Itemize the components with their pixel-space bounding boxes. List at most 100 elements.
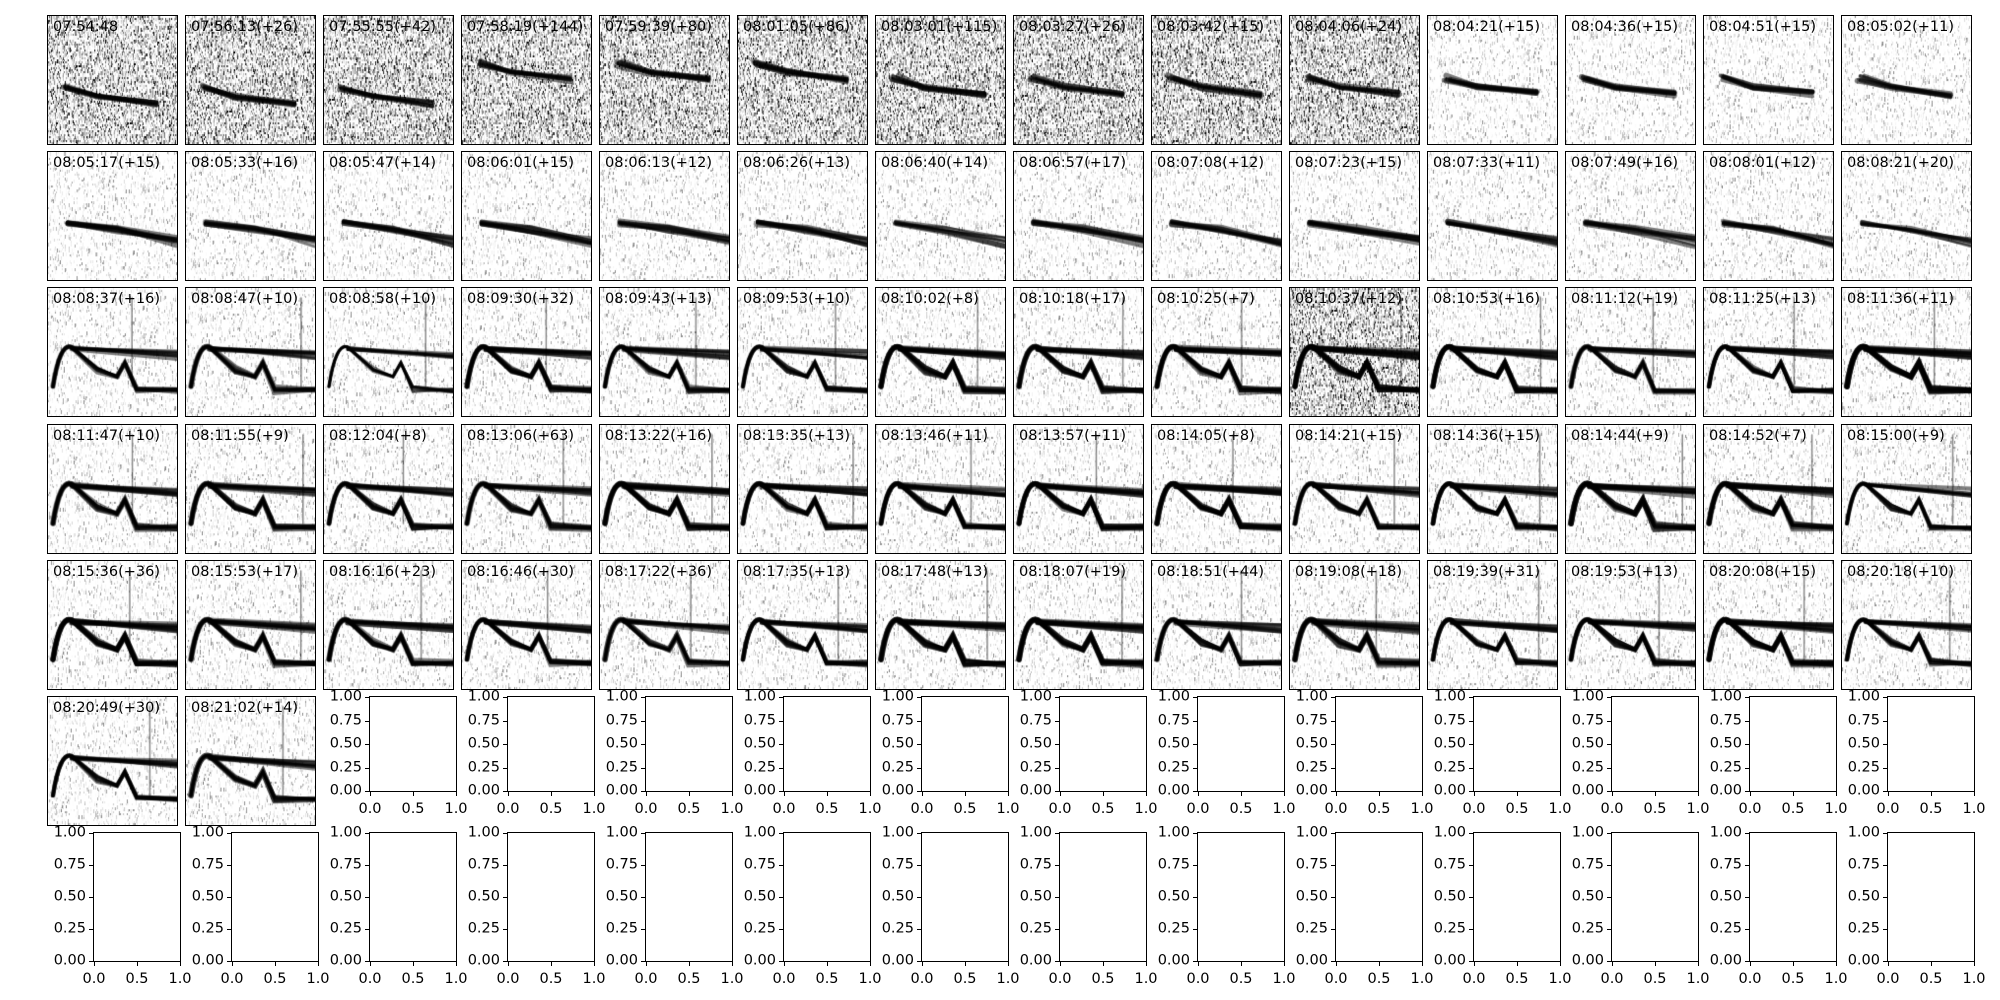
y-tick-label: 0.75	[1847, 712, 1880, 728]
spectrogram-image	[1290, 16, 1419, 144]
panel-timestamp-label: 08:13:06(+63)	[467, 427, 575, 444]
x-tick-mark	[413, 961, 414, 967]
x-tick-mark	[1474, 961, 1475, 967]
x-tick-mark	[1793, 791, 1794, 796]
y-tick-label: 0.25	[605, 759, 638, 775]
panel-timestamp-label: 08:11:12(+19)	[1571, 291, 1679, 308]
spectrogram-image	[1152, 152, 1281, 281]
spectrogram-panel: 08:08:01(+12)	[1703, 151, 1834, 282]
x-tick-mark	[94, 961, 95, 967]
x-tick-mark	[1836, 791, 1837, 796]
empty-axes: 1.00 0.75 0.50 0.25 0.00 0.0 0.5 1.0	[744, 689, 882, 818]
x-tick-mark	[784, 961, 785, 967]
y-tick-label: 0.50	[1019, 735, 1052, 752]
y-tick-label: 0.75	[1019, 712, 1052, 728]
x-tick-mark	[1198, 961, 1199, 967]
empty-axes: 1.00 0.75 0.50 0.25 0.00 0.0 0.5 1.0	[1296, 689, 1434, 818]
y-tick-label: 1.00	[467, 688, 500, 705]
spectrogram-panel: 08:05:47(+14)	[323, 151, 454, 282]
y-tick-mark	[1331, 791, 1336, 792]
spectrogram-image	[1842, 560, 1971, 689]
y-tick-label: 0.75	[1157, 712, 1190, 728]
spectrogram-image	[48, 152, 177, 281]
panel-timestamp-label: 08:08:58(+10)	[329, 291, 437, 308]
spectrogram-panel: 08:15:00(+9)	[1841, 423, 1972, 554]
y-tick-label: 0.50	[1847, 735, 1880, 752]
panel-timestamp-label: 07:54:48	[53, 19, 119, 35]
y-tick-mark	[1883, 791, 1888, 792]
x-tick-label: 1.0	[1410, 971, 1434, 988]
y-tick-label: 0.00	[1847, 782, 1880, 799]
x-tick-mark	[1146, 961, 1147, 967]
y-tick-label: 0.50	[1157, 735, 1190, 752]
panel-timestamp-label: 08:13:46(+11)	[881, 427, 989, 444]
spectrogram-image	[1566, 424, 1695, 553]
y-tick-label: 0.50	[1295, 888, 1328, 905]
spectrogram-panel: 08:04:06(+24)	[1289, 15, 1420, 145]
spectrogram-image	[738, 16, 867, 144]
x-tick-label: 1.0	[720, 801, 744, 817]
panel-timestamp-label: 08:08:37(+16)	[53, 291, 161, 308]
y-tick-label: 0.50	[467, 888, 500, 905]
spectrogram-image	[324, 288, 453, 417]
panel-timestamp-label: 08:11:36(+11)	[1847, 291, 1955, 308]
y-tick-label: 0.25	[329, 920, 362, 937]
y-tick-label: 0.25	[53, 920, 86, 937]
panel-timestamp-label: 08:05:33(+16)	[191, 155, 299, 172]
x-tick-label: 1.0	[582, 801, 606, 817]
x-tick-mark	[1241, 791, 1242, 796]
y-tick-mark	[1469, 791, 1474, 792]
y-tick-label: 0.00	[605, 782, 638, 799]
y-tick-label: 0.75	[1709, 712, 1742, 728]
y-tick-mark	[365, 897, 370, 899]
x-tick-label: 1.0	[1962, 801, 1986, 817]
y-tick-label: 0.25	[881, 759, 914, 775]
x-tick-mark	[1008, 791, 1009, 796]
x-tick-mark	[180, 961, 181, 967]
x-tick-mark	[594, 791, 595, 796]
x-tick-label: 0.0	[1462, 971, 1486, 988]
x-tick-mark	[1931, 961, 1932, 967]
panel-timestamp-label: 08:08:01(+12)	[1709, 155, 1817, 172]
panel-timestamp-label: 08:17:35(+13)	[743, 563, 851, 580]
spectrogram-panel: 08:19:08(+18)	[1289, 559, 1420, 690]
panel-timestamp-label: 08:11:25(+13)	[1709, 291, 1817, 308]
x-tick-mark	[508, 961, 509, 967]
spectrogram-image	[1704, 16, 1833, 144]
x-tick-mark	[1655, 961, 1656, 967]
x-tick-label: 0.5	[677, 971, 701, 988]
panel-timestamp-label: 08:05:17(+15)	[53, 155, 161, 172]
panel-timestamp-label: 08:13:22(+16)	[605, 427, 713, 444]
x-tick-label: 1.0	[996, 971, 1020, 988]
x-tick-mark	[922, 961, 923, 967]
spectrogram-panel: 08:20:49(+30)	[47, 696, 178, 826]
panel-timestamp-label: 08:04:06(+24)	[1295, 19, 1403, 35]
x-tick-label: 1.0	[1686, 801, 1710, 817]
y-tick-label: 0.00	[1019, 782, 1052, 799]
panel-timestamp-label: 08:14:36(+15)	[1433, 427, 1541, 444]
spectrogram-image	[1290, 424, 1419, 553]
spectrogram-image	[738, 424, 867, 553]
empty-axes: 1.00 0.75 0.50 0.25 0.00 0.0 0.5 1.0	[1434, 825, 1572, 988]
y-tick-mark	[365, 767, 370, 769]
spectrogram-panel: 08:09:43(+13)	[599, 287, 730, 418]
spectrogram-image	[876, 424, 1005, 553]
y-tick-mark	[1193, 720, 1198, 722]
x-tick-label: 0.0	[1186, 801, 1210, 817]
y-tick-mark	[917, 833, 922, 835]
x-tick-label: 0.5	[1781, 801, 1805, 817]
empty-axes: 1.00 0.75 0.50 0.25 0.00 0.0 0.5 1.0	[1848, 689, 1986, 818]
y-tick-mark	[1469, 744, 1474, 745]
y-tick-mark	[503, 791, 508, 792]
y-tick-mark	[503, 720, 508, 722]
y-tick-label: 1.00	[605, 688, 638, 705]
y-tick-mark	[1745, 791, 1750, 792]
y-tick-label: 0.25	[1709, 920, 1742, 937]
x-tick-label: 1.0	[1686, 971, 1710, 988]
panel-timestamp-label: 08:13:57(+11)	[1019, 427, 1127, 444]
panel-timestamp-label: 08:05:02(+11)	[1847, 19, 1955, 35]
x-tick-mark	[1008, 961, 1009, 967]
y-tick-label: 0.75	[329, 712, 362, 728]
y-tick-label: 0.75	[191, 856, 224, 873]
panel-timestamp-label: 08:18:51(+44)	[1157, 563, 1265, 580]
